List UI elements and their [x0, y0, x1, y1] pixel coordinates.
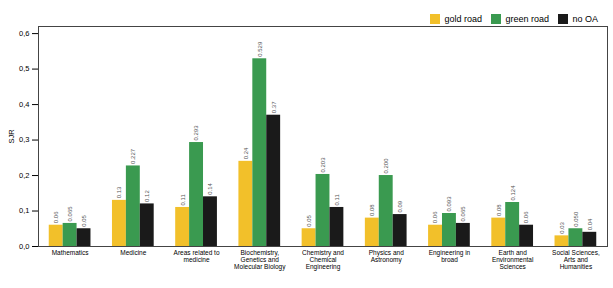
html-text:green road: green road [505, 13, 549, 24]
svg-text:Biochemistry,Genetics andMolec: Biochemistry,Genetics andMolecular Biolo… [234, 249, 286, 271]
svg-text:0,3: 0,3 [19, 135, 29, 144]
svg-text:0.06: 0.06 [432, 211, 438, 223]
svg-text:0.14: 0.14 [207, 182, 213, 194]
svg-text:Mathematics: Mathematics [52, 249, 90, 256]
svg-text:0.06: 0.06 [523, 211, 529, 223]
svg-text:0.05: 0.05 [81, 214, 87, 226]
svg-text:Engineering inbroad: Engineering inbroad [429, 249, 471, 263]
svg-text:0.093: 0.093 [446, 196, 452, 212]
svg-text:0,2: 0,2 [19, 171, 29, 180]
svg-text:Earth andEnvironmentalSciences: Earth andEnvironmentalSciences [492, 249, 534, 270]
svg-text:0,5: 0,5 [19, 64, 29, 73]
svg-text:0.050: 0.050 [573, 211, 579, 227]
svg-text:SJR: SJR [7, 129, 16, 144]
svg-text:0.12: 0.12 [144, 190, 150, 202]
svg-text:0.37: 0.37 [271, 101, 277, 113]
svg-text:0.03: 0.03 [559, 222, 565, 234]
svg-text:0.11: 0.11 [180, 194, 186, 206]
svg-text:0.203: 0.203 [320, 157, 326, 173]
svg-text:Chemistry andChemicalEngineeri: Chemistry andChemicalEngineering [302, 249, 344, 271]
svg-text:Social Sciences,Arts andHumani: Social Sciences,Arts andHumanities [552, 249, 600, 270]
svg-text:0,1: 0,1 [19, 206, 29, 215]
svg-text:0.227: 0.227 [130, 148, 136, 164]
html-text:gold road: gold road [444, 13, 482, 24]
svg-text:Medicine: Medicine [120, 249, 146, 256]
svg-text:0.124: 0.124 [510, 185, 516, 201]
html-text:no OA: no OA [572, 13, 598, 24]
svg-text:Areas related tomedicine: Areas related tomedicine [174, 249, 220, 263]
svg-text:0.13: 0.13 [116, 186, 122, 198]
svg-text:0.08: 0.08 [496, 204, 502, 216]
svg-text:0.09: 0.09 [397, 200, 403, 212]
svg-text:0.293: 0.293 [193, 125, 199, 141]
svg-text:0.06: 0.06 [53, 211, 59, 223]
svg-text:0.065: 0.065 [67, 206, 73, 222]
svg-text:Physics andAstronomy: Physics andAstronomy [369, 249, 404, 264]
svg-text:0.529: 0.529 [257, 41, 263, 57]
svg-text:0.11: 0.11 [334, 194, 340, 206]
svg-text:0.24: 0.24 [243, 147, 249, 159]
svg-text:0.08: 0.08 [369, 204, 375, 216]
svg-text:0.065: 0.065 [460, 206, 466, 222]
svg-text:0.200: 0.200 [383, 158, 389, 174]
svg-text:0,6: 0,6 [19, 29, 29, 38]
svg-text:0,0: 0,0 [19, 242, 29, 251]
svg-text:0,4: 0,4 [19, 100, 29, 109]
svg-text:0.04: 0.04 [587, 218, 593, 230]
svg-text:0.05: 0.05 [306, 214, 312, 226]
